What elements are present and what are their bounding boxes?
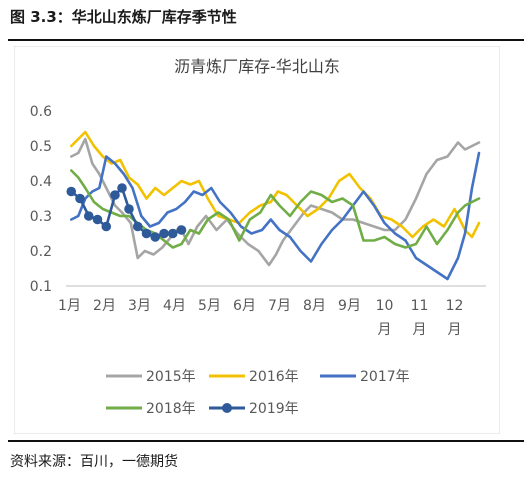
- x-axis: 1月 2月 3月 4月 5月 6月 7月 8月 9月 10 月 11 月 12 月: [58, 285, 486, 338]
- seasonal-line-chart: 沥青炼厂库存-华北山东 0.1 0.2 0.3 0.4 0.5 0.6 1月 2月 3月 4月 5…: [14, 46, 500, 434]
- y-tick-label: 0.5: [30, 139, 52, 155]
- legend-label: 2019年: [249, 401, 299, 417]
- x-tick-label: 2月: [93, 298, 116, 314]
- legend-label: 2015年: [146, 369, 196, 385]
- data-point-2019年: [83, 211, 94, 221]
- data-point-2019年: [66, 186, 77, 197]
- legend-label: 2018年: [146, 401, 196, 417]
- data-point-2019年: [92, 214, 103, 225]
- x-tick-label: 月: [378, 322, 392, 338]
- data-point-2019年: [132, 221, 143, 232]
- x-tick-label: 月: [413, 322, 427, 338]
- data-point-2019年: [117, 183, 127, 193]
- legend: 2015年 2016年 2017年 2018年 2019年: [106, 369, 410, 417]
- bottom-divider: [8, 440, 524, 442]
- data-point-2019年: [167, 228, 178, 239]
- x-tick-label: 5月: [198, 298, 221, 314]
- y-tick-label: 0.2: [30, 244, 52, 260]
- chart-title: 沥青炼厂库存-华北山东: [174, 57, 340, 76]
- series-line-2017年: [69, 151, 481, 281]
- x-tick-label: 6月: [233, 298, 256, 314]
- series-group: [66, 130, 481, 281]
- data-point-2019年: [124, 204, 134, 214]
- legend-label: 2017年: [360, 369, 410, 385]
- y-tick-label: 0.6: [30, 104, 52, 120]
- data-point-2019年: [141, 228, 152, 239]
- legend-marker: [222, 403, 232, 413]
- x-tick-label: 9月: [338, 298, 361, 314]
- figure-title: 图 3.3：华北山东炼厂库存季节性: [10, 8, 237, 26]
- x-tick-label: 1月: [58, 298, 81, 314]
- x-tick-label: 12: [446, 298, 464, 314]
- data-point-2019年: [110, 190, 120, 200]
- series-line-2018年: [69, 169, 481, 249]
- x-tick-label: 8月: [303, 298, 326, 314]
- y-tick-label: 0.3: [30, 209, 52, 225]
- y-axis: 0.1 0.2 0.3 0.4 0.5 0.6: [30, 104, 52, 295]
- y-tick-label: 0.1: [30, 279, 52, 295]
- x-tick-label: 月: [448, 322, 462, 338]
- source-note: 资料来源：百川，一德期货: [10, 454, 178, 470]
- data-point-2019年: [176, 225, 187, 235]
- y-tick-label: 0.4: [30, 174, 52, 190]
- x-tick-label: 10: [376, 298, 394, 314]
- series-line-2015年: [69, 137, 481, 267]
- data-point-2019年: [159, 228, 169, 239]
- legend-label: 2016年: [249, 369, 299, 385]
- data-point-2019年: [150, 232, 161, 242]
- x-tick-label: 4月: [163, 298, 186, 314]
- data-point-2019年: [75, 193, 85, 204]
- x-tick-label: 11: [411, 298, 429, 314]
- data-point-2019年: [101, 221, 112, 232]
- top-divider: [8, 39, 524, 41]
- x-tick-label: 7月: [268, 298, 291, 314]
- x-tick-label: 3月: [128, 298, 151, 314]
